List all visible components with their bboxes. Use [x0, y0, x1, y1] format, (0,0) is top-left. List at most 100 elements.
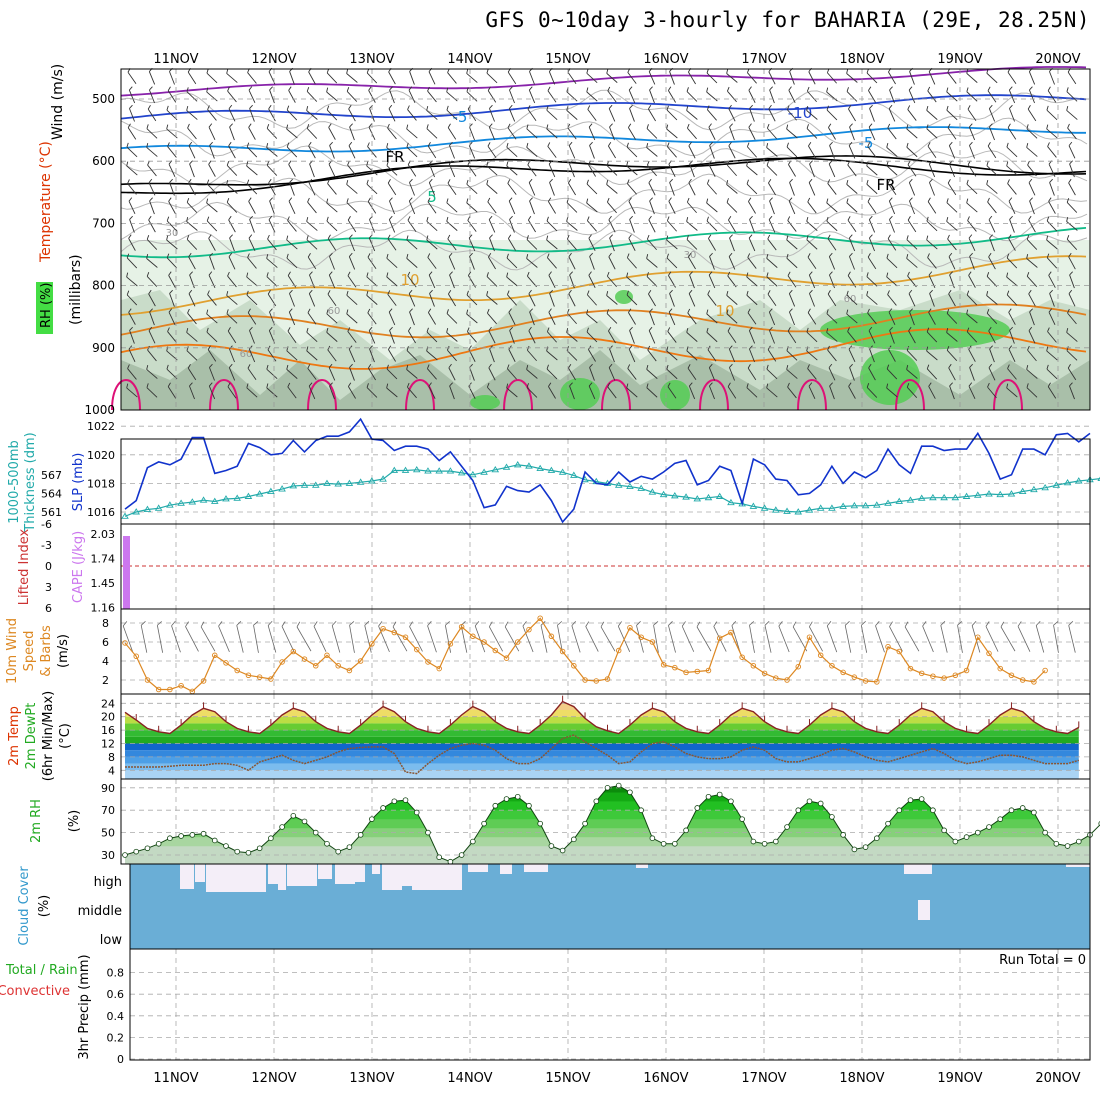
- rh-color-band: [125, 837, 1090, 847]
- rh2m-point: [773, 838, 779, 845]
- wind-barb: [606, 180, 618, 194]
- wind-barb-flag: [627, 364, 631, 369]
- rh2m-point: [705, 793, 712, 800]
- wind-barb: [788, 86, 796, 103]
- wind-barb-shaft: [966, 331, 978, 343]
- wind-barb-shaft: [1067, 127, 1077, 140]
- wind-barb-flag: [266, 124, 270, 129]
- wind-barb-flag: [986, 179, 989, 185]
- wind-barb: [628, 308, 636, 325]
- wind-barb: [947, 179, 957, 196]
- wind-barb: [506, 142, 518, 158]
- wind-barb-flag: [366, 290, 369, 296]
- wind-barb-shaft: [166, 239, 178, 250]
- wind-barb: [367, 308, 377, 325]
- wind-barb-shaft: [266, 128, 278, 139]
- wind-barb: [948, 252, 956, 270]
- wind-barb-flag: [968, 234, 973, 239]
- isotherm-line: [120, 255, 1087, 316]
- wind-barb-flag: [586, 290, 590, 295]
- rh2m-point: [514, 793, 521, 800]
- precip-tick-label: 0.8: [107, 967, 125, 980]
- wind-barb: [546, 253, 557, 269]
- wind-barb-shaft: [747, 72, 757, 84]
- wind-barb: [207, 105, 217, 121]
- wind-barb: [969, 141, 975, 159]
- bottom-date-label: 17NOV: [741, 1071, 786, 1086]
- wind-barb-shaft: [969, 145, 975, 159]
- wind10-speed-point: [200, 678, 207, 684]
- wind-barb: [966, 68, 978, 83]
- wind-barb: [568, 141, 576, 159]
- wind-barb-shaft: [507, 294, 517, 306]
- rh2m-point: [211, 837, 218, 844]
- wind-barb: [729, 363, 735, 381]
- wind-barb: [548, 308, 556, 325]
- wind-barb: [687, 364, 697, 381]
- bottom-date-label: 18NOV: [839, 1071, 884, 1086]
- wind-barb: [666, 346, 678, 361]
- wind-barb: [808, 178, 816, 196]
- wind-barb: [946, 346, 958, 361]
- wind-barb: [747, 253, 757, 269]
- wind-barb-flag: [549, 178, 553, 183]
- rh2m-point: [290, 812, 297, 819]
- wind-barb-flag: [908, 86, 913, 91]
- wind10-barb-shaft: [875, 625, 885, 653]
- wind-barb-shaft: [628, 312, 636, 325]
- wind-barb-flag: [949, 382, 953, 387]
- wind-barb-flag: [346, 198, 349, 203]
- rh-saturated-area: [470, 395, 500, 410]
- wind-barb-flag: [468, 345, 472, 350]
- thickness-point: [154, 504, 163, 511]
- wind-barb-flag: [626, 179, 630, 184]
- wind-barb-shaft: [807, 368, 817, 380]
- wind-barb: [269, 86, 275, 104]
- wind10-speed-point: [975, 634, 981, 641]
- wind-barb: [826, 309, 838, 324]
- wind-barb-shaft: [547, 331, 557, 343]
- wind-barb: [187, 364, 197, 381]
- wind-barb-shaft: [166, 109, 178, 121]
- wind-barb-flag: [389, 197, 393, 202]
- wind-barb-shaft: [588, 238, 596, 251]
- wind-barb-flag: [246, 272, 249, 278]
- wind-barb-flag: [126, 290, 130, 296]
- wind10-speed-point: [728, 629, 734, 636]
- wind-barb: [166, 105, 178, 121]
- wind-barb-flag: [749, 345, 753, 350]
- wind-barb-flag: [149, 197, 153, 202]
- wind-barb-flag: [606, 271, 610, 277]
- wind-barb-shaft: [426, 220, 438, 232]
- wind-barb-shaft: [948, 145, 956, 159]
- thickness-point: [480, 468, 488, 475]
- wind10-barb-flag: [1035, 621, 1041, 626]
- wind-barb: [788, 197, 796, 215]
- wind-barb: [887, 123, 897, 140]
- cloud-clear-gap: [180, 864, 194, 889]
- wind-barb-flag: [329, 382, 333, 387]
- wind-barb-flag: [649, 197, 654, 202]
- wind10-barb-shaft: [1017, 626, 1031, 652]
- wind-barb-shaft: [208, 385, 216, 400]
- wind-barb: [606, 197, 617, 214]
- thickness-point: [457, 469, 466, 476]
- wind-barb-flag: [1049, 289, 1053, 294]
- wind-barb: [1028, 215, 1036, 233]
- wind-barb-shaft: [408, 89, 416, 104]
- wind10-speed-point: [346, 667, 353, 674]
- wind-barb: [868, 215, 876, 233]
- wind-barb-shaft: [968, 275, 976, 288]
- wind-barb: [546, 105, 558, 121]
- wind-barb-flag: [969, 123, 973, 128]
- wind-barb-flag: [448, 160, 453, 165]
- wind-barb: [186, 87, 198, 102]
- wind-barb-flag: [726, 160, 730, 166]
- wind-barb-shaft: [988, 330, 996, 344]
- wind-barb-shaft: [446, 109, 458, 121]
- wind10-speed-point: [369, 641, 375, 647]
- wind-barb-flag: [666, 105, 669, 111]
- wind10-speed-point: [604, 676, 611, 682]
- wind-barb-flag: [306, 124, 310, 129]
- wind-barb-shaft: [446, 91, 458, 102]
